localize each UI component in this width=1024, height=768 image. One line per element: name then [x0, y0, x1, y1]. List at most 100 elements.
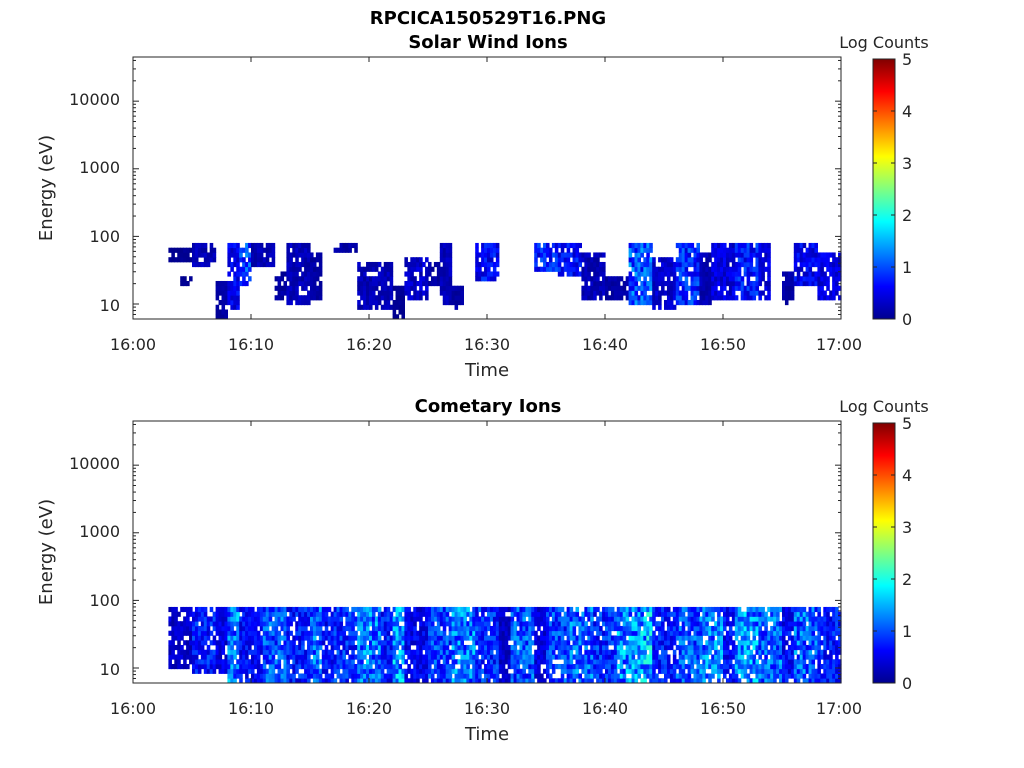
- spectrogram-cell: [649, 630, 653, 636]
- spectrogram-cell: [484, 625, 488, 632]
- spectrogram-cell: [525, 678, 529, 684]
- spectrogram-cell: [221, 309, 226, 315]
- spectrogram-cell: [413, 261, 417, 268]
- spectrogram-cell: [324, 616, 329, 622]
- spectrogram-cell: [770, 644, 774, 651]
- spectrogram-cell: [528, 673, 532, 679]
- spectrogram-cell: [613, 644, 618, 651]
- spectrogram-cell: [233, 276, 237, 282]
- spectrogram-cell: [298, 663, 302, 670]
- spectrogram-cell: [245, 635, 249, 641]
- spectrogram-cell: [548, 266, 553, 272]
- spectrogram-cell: [675, 266, 680, 272]
- spectrogram-cell: [661, 635, 665, 641]
- spectrogram-cell: [814, 635, 818, 641]
- spectrogram-cell: [823, 644, 827, 651]
- spectrogram-cell: [369, 654, 373, 660]
- spectrogram-cell: [755, 649, 759, 655]
- spectrogram-cell: [767, 649, 771, 655]
- spectrogram-cell: [652, 654, 656, 660]
- spectrogram-cell: [605, 644, 609, 651]
- spectrogram-cell: [557, 611, 562, 617]
- spectrogram-cell: [752, 640, 757, 646]
- spectrogram-cell: [342, 630, 346, 636]
- spectrogram-cell: [248, 630, 252, 636]
- spectrogram-cell: [209, 649, 214, 655]
- spectrogram-cell: [578, 644, 582, 651]
- spectrogram-cell: [616, 295, 621, 301]
- spectrogram-cell: [728, 257, 733, 263]
- spectrogram-cell: [203, 659, 208, 665]
- spectrogram-cell: [528, 611, 532, 617]
- spectrogram-cell: [295, 654, 299, 660]
- spectrogram-cell: [262, 659, 267, 665]
- spectrogram-cell: [439, 630, 444, 636]
- spectrogram-cell: [749, 640, 754, 646]
- spectrogram-cell: [566, 673, 571, 679]
- spectrogram-cell: [519, 630, 523, 636]
- spectrogram-cell: [566, 257, 571, 263]
- spectrogram-cell: [528, 635, 532, 641]
- spectrogram-cell: [416, 295, 420, 301]
- spectrogram-cell: [315, 252, 320, 258]
- spectrogram-cell: [723, 276, 727, 282]
- spectrogram-cell: [528, 659, 532, 665]
- spectrogram-cell: [336, 644, 341, 651]
- spectrogram-cell: [168, 630, 172, 636]
- spectrogram-cell: [221, 299, 226, 306]
- spectrogram-cell: [655, 649, 659, 655]
- spectrogram-cell: [230, 242, 234, 249]
- spectrogram-cell: [189, 644, 193, 651]
- spectrogram-cell: [619, 663, 624, 670]
- spectrogram-cell: [699, 678, 703, 684]
- spectrogram-cell: [702, 663, 706, 670]
- spectrogram-cell: [295, 668, 299, 674]
- spectrogram-cell: [814, 668, 818, 674]
- spectrogram-cell: [681, 616, 686, 622]
- spectrogram-cell: [342, 673, 346, 679]
- spectrogram-cell: [596, 261, 600, 268]
- spectrogram-cell: [233, 247, 237, 253]
- spectrogram-cell: [584, 611, 588, 617]
- spectrogram-cell: [404, 673, 408, 679]
- spectrogram-cell: [203, 261, 208, 268]
- spectrogram-cell: [283, 654, 287, 660]
- spectrogram-cell: [454, 678, 459, 684]
- spectrogram-cell: [301, 625, 305, 632]
- spectrogram-cell: [610, 621, 615, 627]
- spectrogram-cell: [790, 654, 795, 660]
- spectrogram-cell: [575, 659, 580, 665]
- spectrogram-cell: [764, 257, 768, 263]
- spectrogram-cell: [342, 649, 346, 655]
- spectrogram-cell: [321, 654, 326, 660]
- spectrogram-cell: [728, 625, 733, 632]
- spectrogram-cell: [321, 611, 326, 617]
- spectrogram-cell: [392, 678, 397, 684]
- spectrogram-cell: [510, 663, 515, 670]
- spectrogram-cell: [392, 616, 397, 622]
- spectrogram-cell: [764, 654, 768, 660]
- spectrogram-cell: [829, 644, 833, 651]
- spectrogram-cell: [224, 663, 228, 670]
- spectrogram-cell: [767, 271, 771, 277]
- spectrogram-cell: [194, 640, 199, 646]
- spectrogram-cell: [776, 668, 780, 674]
- spectrogram-cell: [245, 640, 249, 646]
- spectrogram-cell: [466, 659, 470, 665]
- spectrogram-cell: [363, 266, 367, 272]
- spectrogram-cell: [560, 625, 565, 632]
- spectrogram-cell: [678, 625, 683, 632]
- spectrogram-cell: [784, 640, 789, 646]
- spectrogram-cell: [734, 295, 739, 301]
- spectrogram-cell: [268, 663, 273, 670]
- spectrogram-cell: [755, 276, 759, 282]
- spectrogram-cell: [616, 678, 621, 684]
- spectrogram-cell: [720, 663, 724, 670]
- spectrogram-cell: [348, 659, 352, 665]
- spectrogram-cell: [404, 285, 408, 291]
- spectrogram-cell: [578, 654, 582, 660]
- spectrogram-cell: [581, 266, 585, 272]
- spectrogram-cell: [672, 668, 677, 674]
- spectrogram-cell: [404, 616, 408, 622]
- spectrogram-cell: [304, 616, 308, 622]
